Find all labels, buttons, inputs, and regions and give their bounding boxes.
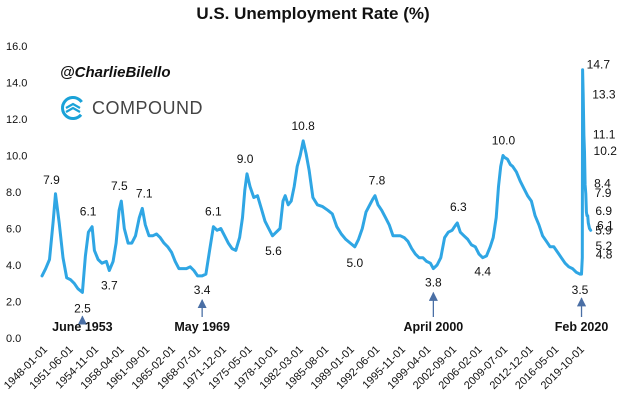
value-label-peak-1971: 6.1 [205,205,222,219]
value-label-peak-1961: 7.1 [136,186,153,200]
value-label-v-2020-05: 13.3 [592,87,616,101]
y-axis-ticks: 0.0 2.0 4.0 6.0 8.0 10.0 12.0 14.0 16.0 [6,41,27,345]
value-label-peak-1958: 7.5 [111,179,128,193]
value-label-v-2021-02: 5.2 [596,239,613,253]
value-label-trough-1953: 2.5 [74,301,91,315]
value-label-v-2020-10: 6.9 [595,204,612,218]
compound-brand: COMPOUND [60,93,203,123]
value-label-trough-1979: 5.6 [265,244,282,258]
value-label-v-2021-01: 5.9 [595,223,612,237]
y-tick-label: 10.0 [6,151,27,163]
callout-label-may-1969: May 1969 [174,320,230,334]
value-label-v-2020-08: 8.4 [594,177,611,191]
value-label-peak-2009: 10.0 [492,134,516,148]
y-tick-label: 12.0 [6,114,27,126]
y-tick-label: 6.0 [6,224,21,236]
callout-label-april-2000: April 2000 [403,320,463,334]
value-label-peak-1982: 10.8 [291,119,315,133]
y-tick-label: 16.0 [6,41,27,53]
callout-label-june-1953: June 1953 [52,320,113,334]
value-label-peak-1992: 7.8 [369,174,386,188]
value-label-trough-1969: 3.4 [194,283,211,297]
value-label-v-2020-04: 14.7 [587,58,611,72]
value-label-trough-1989: 5.0 [346,256,363,270]
value-label-peak-1949: 7.9 [43,173,60,187]
y-tick-label: 2.0 [6,297,21,309]
value-label-peak-1975: 9.0 [237,152,254,166]
value-label-trough-2020: 3.5 [572,283,589,297]
value-annotations: 7.9 6.1 7.5 7.1 6.1 9.0 10.8 7.8 6.3 10.0 2.5 3.7 3.… [43,58,617,316]
value-label-v-2020-11: 6.1 [597,219,614,233]
value-label-trough-2000: 3.8 [425,276,442,290]
value-label-v-2021-03: 4.8 [596,247,613,261]
x-axis-ticks: 1948-01-011951-06-011954-11-011958-04-01… [2,344,587,392]
y-tick-label: 14.0 [6,78,27,90]
callout-label-feb-2020: Feb 2020 [555,320,609,334]
value-label-trough-2007: 4.4 [474,265,491,279]
value-label-v-2020-07: 10.2 [594,144,618,158]
date-callouts: June 1953 May 1969 April 2000 Feb 2020 [52,291,609,334]
y-tick-label: 8.0 [6,187,21,199]
y-tick-label: 0.0 [6,333,21,345]
unemployment-series-line [40,68,593,294]
value-label-trough-1957: 3.7 [101,278,118,292]
value-label-v-2020-09: 7.9 [595,186,612,200]
chart-title: U.S. Unemployment Rate (%) [196,4,430,23]
value-label-peak-2003: 6.3 [450,200,467,214]
value-label-peak-1954: 6.1 [80,205,97,219]
author-handle: @CharlieBilello [60,64,171,81]
y-tick-label: 4.0 [6,260,21,272]
brand-name: COMPOUND [92,97,203,118]
compound-logo-icon [61,96,85,120]
value-label-v-2020-06: 11.1 [593,127,616,141]
